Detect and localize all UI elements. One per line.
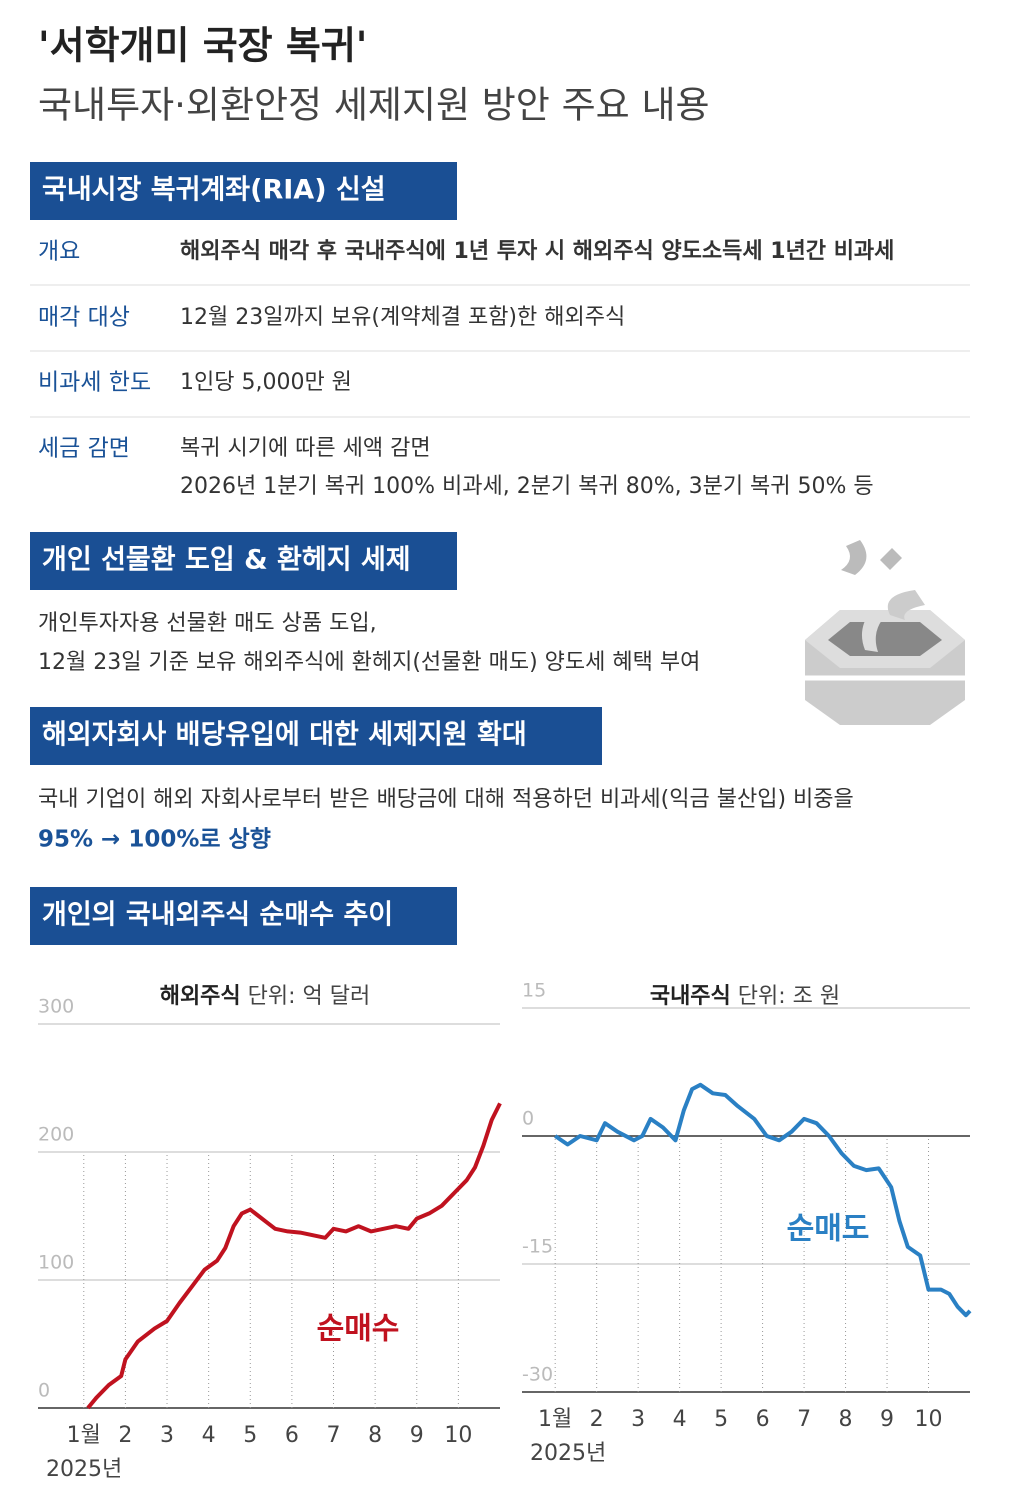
x-tick-label: 7 [797, 1407, 811, 1432]
x-tick-label: 2 [118, 1423, 132, 1448]
x-tick-label: 9 [880, 1407, 894, 1432]
title: '서학개미 국장 복귀' [38, 24, 367, 68]
row-label: 개요 [38, 239, 80, 265]
section-title: 해외자회사 배당유입에 대한 세제지원 확대 [42, 720, 527, 751]
x-tick-label: 2 [590, 1407, 604, 1432]
data-line [554, 1082, 972, 1318]
y-tick-label: 200 [38, 1124, 74, 1146]
chart-title-main: 해외주식 [160, 984, 241, 1009]
body-text: 개인투자자용 선물환 매도 상품 도입, [38, 611, 377, 636]
section-box [30, 887, 457, 945]
section-title: 개인 선물환 도입 & 환헤지 세제 [42, 545, 411, 576]
x-tick-label: 5 [243, 1423, 257, 1448]
section-title: 국내시장 복귀계좌(RIA) 신설 [42, 175, 386, 206]
y-tick-label: -30 [522, 1364, 553, 1386]
row-text: 12월 23일까지 보유(계약체결 포함)한 해외주식 [180, 305, 625, 330]
y-tick-label: 0 [522, 1108, 534, 1130]
row-label: 세금 감면 [38, 436, 130, 462]
row-text: 2026년 1분기 복귀 100% 비과세, 2분기 복귀 80%, 3분기 복… [180, 474, 874, 499]
series-label: 순매도 [787, 1212, 870, 1247]
data-line [86, 1102, 502, 1410]
y-tick-label: -15 [522, 1236, 553, 1258]
row-label: 비과세 한도 [38, 370, 151, 396]
chart-unit: 단위: 조 원 [738, 984, 840, 1009]
icon [805, 540, 965, 725]
chart-title: 국내주식 단위: 조 원 [650, 984, 840, 1009]
section-box [30, 162, 457, 220]
x-tick-label: 4 [673, 1407, 687, 1432]
section-box [30, 532, 457, 590]
row-text: 해외주식 매각 후 국내주식에 1년 투자 시 해외주식 양도소득세 1년간 비… [180, 239, 894, 264]
y-tick-label: 300 [38, 996, 74, 1018]
chart-title: 해외주식 단위: 억 달러 [160, 984, 371, 1009]
row-text: 복귀 시기에 따른 세액 감면 [180, 436, 431, 461]
body-text: 12월 23일 기준 보유 해외주식에 환헤지(선물환 매도) 양도세 혜택 부… [38, 650, 700, 675]
chart-unit: 단위: 억 달러 [248, 984, 371, 1009]
x-axis-note: 2025년 [46, 1457, 122, 1482]
x-tick-label: 7 [327, 1423, 341, 1448]
y-tick-label: 100 [38, 1252, 74, 1274]
section-box [30, 707, 602, 765]
row-text: 1인당 5,000만 원 [180, 370, 352, 395]
series-label: 순매수 [317, 1312, 400, 1347]
x-tick-label: 1월 [538, 1407, 572, 1432]
x-tick-label: 10 [915, 1407, 943, 1432]
x-axis-note: 2025년 [530, 1441, 606, 1466]
x-tick-label: 8 [368, 1423, 382, 1448]
x-tick-label: 4 [202, 1423, 216, 1448]
highlight: 95% → 100%로 상향 [38, 827, 271, 853]
row-label: 매각 대상 [38, 305, 130, 331]
x-tick-label: 5 [714, 1407, 728, 1432]
x-tick-label: 6 [285, 1423, 299, 1448]
y-tick-label: 0 [38, 1380, 50, 1402]
x-tick-label: 6 [756, 1407, 770, 1432]
x-tick-label: 9 [410, 1423, 424, 1448]
section-title: 개인의 국내외주식 순매수 추이 [42, 900, 393, 931]
x-tick-label: 8 [839, 1407, 853, 1432]
subtitle: 국내투자·외환안정 세제지원 방안 주요 내용 [38, 84, 710, 127]
x-tick-label: 1월 [67, 1423, 101, 1448]
chart-title-main: 국내주식 [650, 984, 731, 1009]
x-tick-label: 3 [631, 1407, 645, 1432]
x-tick-label: 10 [444, 1423, 472, 1448]
body-text: 국내 기업이 해외 자회사로부터 받은 배당금에 대해 적용하던 비과세(익금 … [38, 787, 854, 812]
y-tick-label: 15 [522, 980, 546, 1002]
x-tick-label: 3 [160, 1423, 174, 1448]
